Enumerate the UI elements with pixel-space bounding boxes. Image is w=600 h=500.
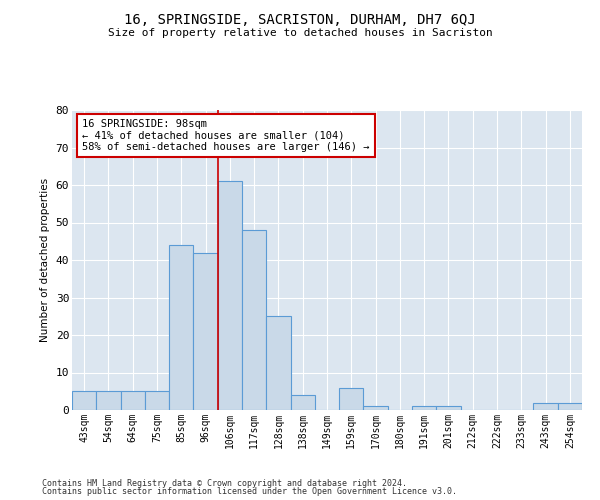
Text: 16, SPRINGSIDE, SACRISTON, DURHAM, DH7 6QJ: 16, SPRINGSIDE, SACRISTON, DURHAM, DH7 6…: [124, 12, 476, 26]
Bar: [558, 402, 582, 410]
Bar: [290, 395, 315, 410]
Text: Contains public sector information licensed under the Open Government Licence v3: Contains public sector information licen…: [42, 487, 457, 496]
Text: 16 SPRINGSIDE: 98sqm
← 41% of detached houses are smaller (104)
58% of semi-deta: 16 SPRINGSIDE: 98sqm ← 41% of detached h…: [82, 119, 370, 152]
Bar: [96, 391, 121, 410]
Bar: [169, 245, 193, 410]
Bar: [339, 388, 364, 410]
Bar: [533, 402, 558, 410]
Text: Contains HM Land Registry data © Crown copyright and database right 2024.: Contains HM Land Registry data © Crown c…: [42, 478, 407, 488]
Bar: [193, 252, 218, 410]
Y-axis label: Number of detached properties: Number of detached properties: [40, 178, 50, 342]
Bar: [266, 316, 290, 410]
Bar: [412, 406, 436, 410]
Bar: [145, 391, 169, 410]
Text: Size of property relative to detached houses in Sacriston: Size of property relative to detached ho…: [107, 28, 493, 38]
Bar: [72, 391, 96, 410]
Bar: [364, 406, 388, 410]
Bar: [218, 181, 242, 410]
Bar: [121, 391, 145, 410]
Bar: [436, 406, 461, 410]
Bar: [242, 230, 266, 410]
